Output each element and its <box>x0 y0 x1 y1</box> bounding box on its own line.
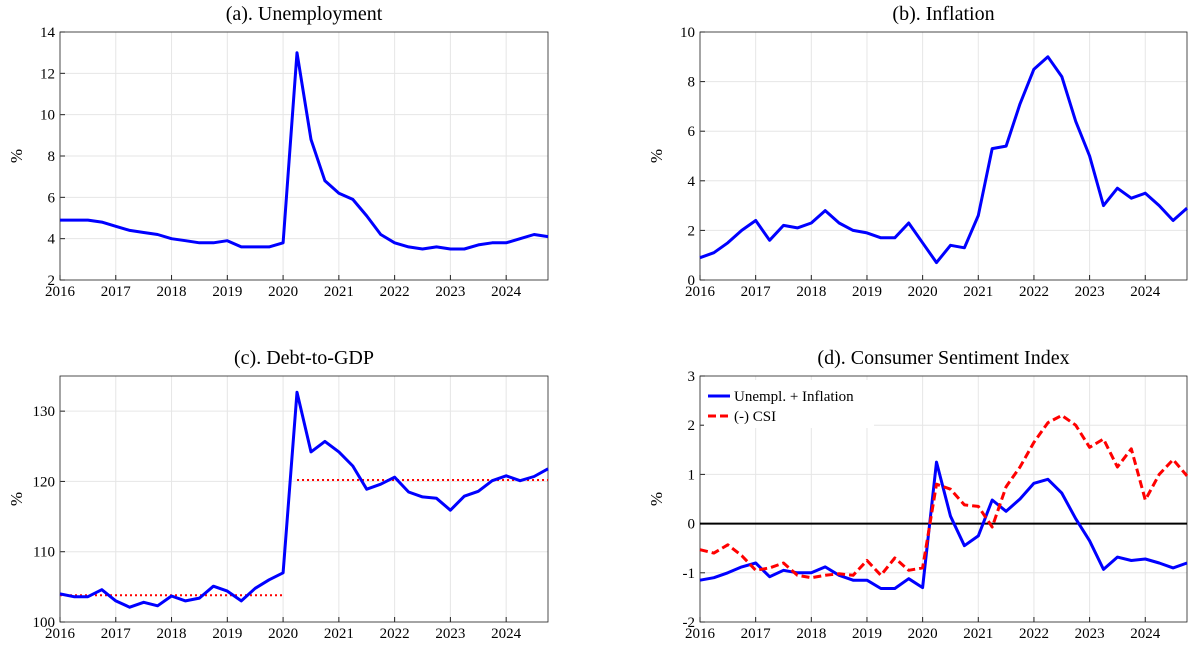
x-tick-label: 2023 <box>1075 626 1105 642</box>
y-tick-label: 1 <box>688 467 696 483</box>
y-tick-label: 12 <box>40 66 55 82</box>
data-line <box>60 51 549 251</box>
y-tick-label: 100 <box>33 615 56 631</box>
y-tick-label: 8 <box>48 149 56 165</box>
y-tick-label: 10 <box>680 25 695 41</box>
x-tick-label: 2017 <box>101 284 132 300</box>
data-line <box>699 460 1188 590</box>
y-tick-label: 6 <box>688 124 696 140</box>
x-tick-label: 2023 <box>1075 284 1105 300</box>
x-tick-label: 2020 <box>908 284 938 300</box>
data-line <box>699 55 1188 265</box>
x-tick-label: 2021 <box>324 626 354 642</box>
y-tick-label: 0 <box>688 517 696 533</box>
x-tick-label: 2017 <box>741 284 772 300</box>
x-tick-label: 2020 <box>268 284 298 300</box>
x-tick-label: 2021 <box>324 284 354 300</box>
x-tick-label: 2016 <box>685 284 716 300</box>
y-axis-label: % <box>7 149 26 163</box>
x-tick-label: 2019 <box>852 626 882 642</box>
plot-frame <box>699 31 1188 281</box>
x-tick-label: 2019 <box>212 626 242 642</box>
x-tick-label: 2021 <box>963 284 993 300</box>
y-tick-label: 3 <box>688 369 696 385</box>
y-tick-label: 130 <box>33 404 56 420</box>
plot-frame <box>59 31 549 281</box>
x-tick-label: 2017 <box>741 626 772 642</box>
x-tick-label: 2017 <box>101 626 132 642</box>
x-tick-label: 2018 <box>157 284 187 300</box>
legend-label: Unempl. + Inflation <box>734 389 854 405</box>
y-tick-label: 2 <box>688 418 696 434</box>
x-tick-label: 2016 <box>685 626 716 642</box>
x-tick-label: 2022 <box>380 626 410 642</box>
x-tick-label: 2024 <box>491 284 522 300</box>
x-tick-label: 2016 <box>45 626 76 642</box>
x-tick-label: 2023 <box>435 626 465 642</box>
chart-title: (d). Consumer Sentiment Index <box>817 347 1069 369</box>
y-tick-label: -2 <box>683 615 696 631</box>
x-tick-label: 2024 <box>1130 626 1161 642</box>
x-tick-label: 2020 <box>268 626 298 642</box>
y-tick-label: 2 <box>48 273 56 289</box>
y-tick-label: 8 <box>688 75 696 91</box>
x-tick-label: 2024 <box>1130 284 1161 300</box>
plot-frame <box>59 375 549 623</box>
y-axis-label: % <box>647 149 666 163</box>
data-line <box>59 390 549 609</box>
y-axis-label: % <box>7 492 26 506</box>
y-tick-label: 10 <box>40 108 55 124</box>
x-tick-label: 2020 <box>908 626 938 642</box>
y-tick-label: 4 <box>48 232 56 248</box>
x-tick-label: 2024 <box>491 626 522 642</box>
x-tick-label: 2018 <box>157 626 187 642</box>
plot-frame <box>699 375 1188 623</box>
x-tick-label: 2022 <box>1019 284 1049 300</box>
chart-title: (c). Debt-to-GDP <box>234 347 374 369</box>
x-tick-label: 2019 <box>212 284 242 300</box>
x-tick-label: 2021 <box>963 626 993 642</box>
y-tick-label: 120 <box>33 474 56 490</box>
legend-box <box>704 380 874 428</box>
y-tick-label: 2 <box>688 223 696 239</box>
y-tick-label: 14 <box>40 25 56 41</box>
y-tick-label: 6 <box>48 190 56 206</box>
x-tick-label: 2022 <box>380 284 410 300</box>
x-tick-label: 2023 <box>435 284 465 300</box>
x-tick-label: 2018 <box>796 626 826 642</box>
x-tick-label: 2022 <box>1019 626 1049 642</box>
y-tick-label: 4 <box>688 174 696 190</box>
y-tick-label: -1 <box>683 566 696 582</box>
y-tick-label: 0 <box>688 273 696 289</box>
data-line <box>699 413 1189 580</box>
chart-title: (b). Inflation <box>892 3 994 25</box>
y-axis-label: % <box>647 492 666 506</box>
x-tick-label: 2019 <box>852 284 882 300</box>
x-tick-label: 2016 <box>45 284 76 300</box>
legend-label: (-) CSI <box>734 409 776 425</box>
chart-title: (a). Unemployment <box>226 3 383 25</box>
x-tick-label: 2018 <box>796 284 826 300</box>
y-tick-label: 110 <box>33 545 55 561</box>
